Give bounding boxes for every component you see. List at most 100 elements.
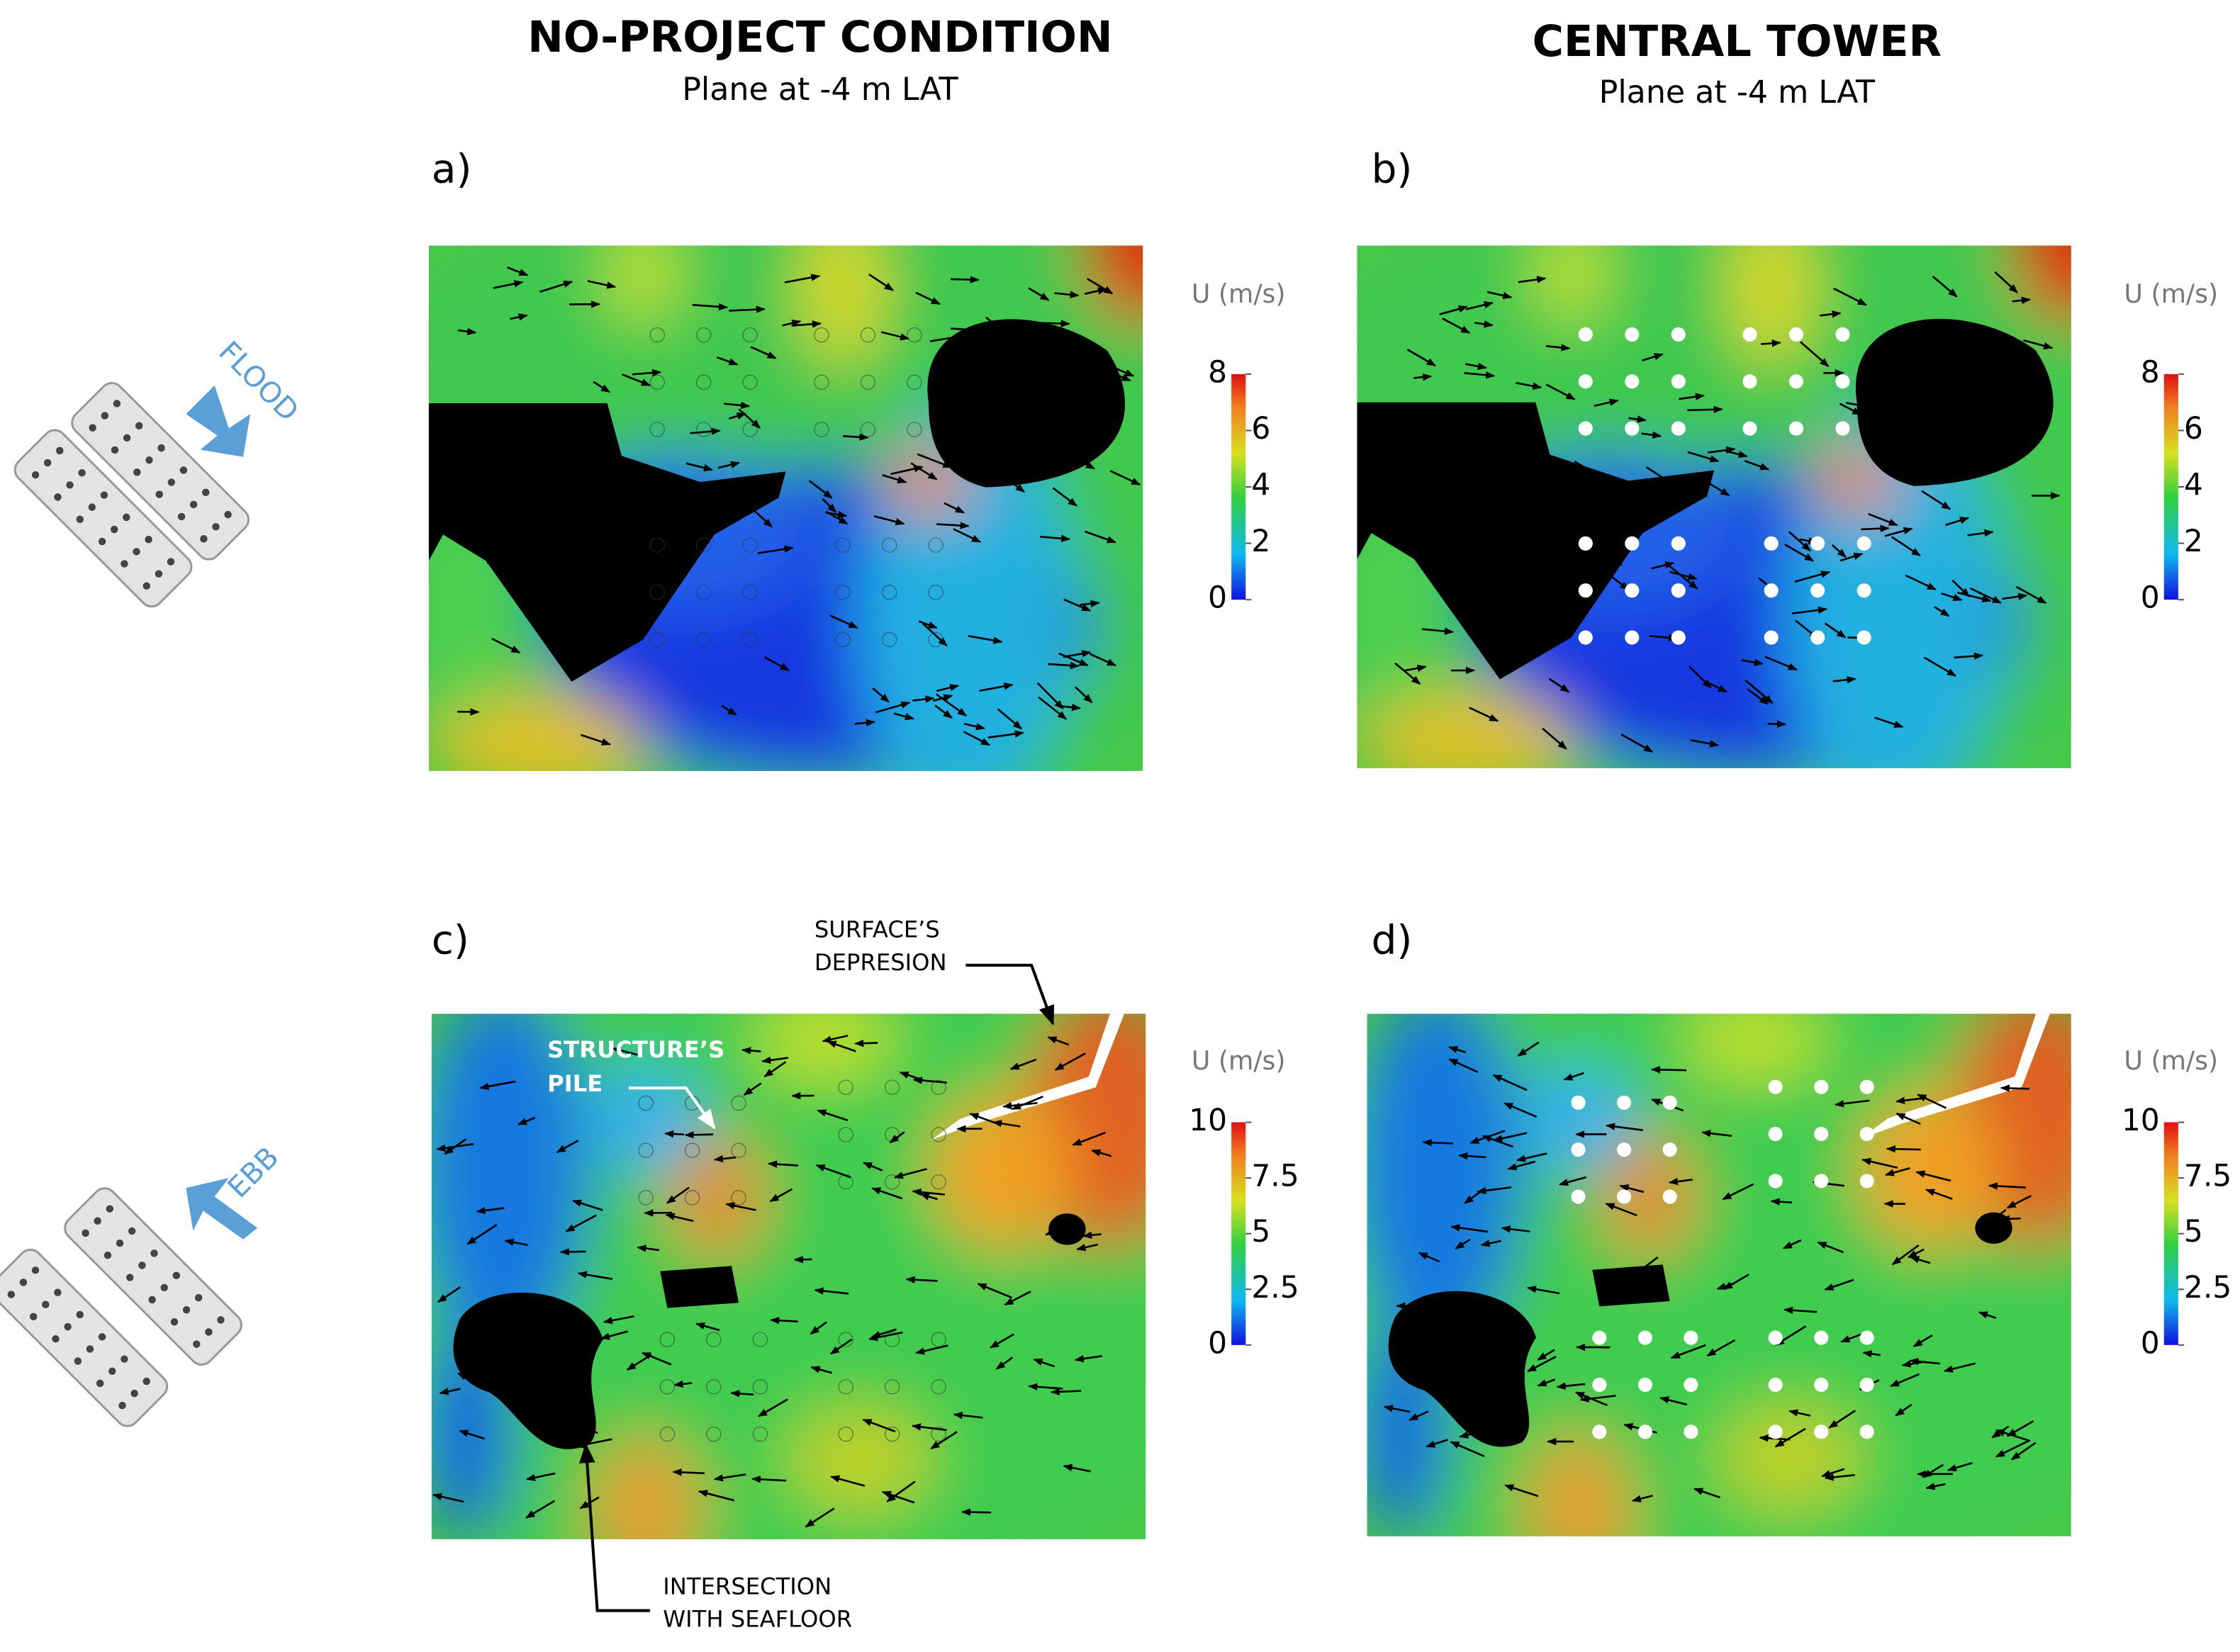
island	[1357, 402, 1715, 680]
flow-arrow	[1840, 1332, 1863, 1343]
pile	[1857, 630, 1871, 645]
velocity-region	[931, 1092, 1075, 1251]
column-title: CENTRAL TOWER	[1533, 17, 1942, 67]
flow-arrow	[1409, 1410, 1429, 1421]
tide-indicator: EBB	[0, 1140, 285, 1427]
flow-arrow	[1537, 1378, 1556, 1387]
flow-arrow	[912, 1077, 947, 1084]
platform-dot	[7, 1291, 16, 1298]
flow-arrow	[1426, 1327, 1445, 1335]
flow-arrow	[1983, 1208, 2007, 1227]
pile	[1671, 583, 1686, 598]
platform-dot	[43, 459, 52, 467]
pile	[1764, 583, 1779, 598]
pile	[1859, 1079, 1874, 1094]
platform-dot	[167, 558, 175, 566]
pile	[1859, 1126, 1874, 1142]
platform-dot	[66, 481, 74, 489]
flow-arrow	[1574, 1391, 1608, 1407]
structure-icon	[71, 381, 250, 561]
platform-dot	[205, 1328, 213, 1336]
pile	[1592, 1425, 1607, 1439]
flow-arrow	[993, 382, 1026, 390]
annotation: STRUCTURE’S	[547, 1036, 724, 1063]
platform-dot	[148, 1296, 156, 1304]
flow-arrow	[985, 316, 1008, 336]
pile	[814, 374, 829, 390]
flow-arrow	[1486, 291, 1513, 300]
platform-dot	[98, 1333, 106, 1341]
pile	[1671, 421, 1686, 436]
pile	[1637, 1377, 1652, 1393]
flow-arrow	[1490, 431, 1515, 444]
flow-arrow	[2012, 296, 2032, 305]
pile	[860, 327, 876, 343]
flow-arrow	[1642, 353, 1664, 361]
flow-arrow	[889, 1131, 905, 1144]
flow-arrow	[507, 266, 529, 276]
flow-arrow	[1917, 1094, 1947, 1109]
flow-arrow	[491, 637, 521, 654]
pile	[838, 1332, 853, 1347]
flow-arrow	[880, 331, 910, 341]
flow-arrow	[1084, 530, 1116, 544]
pile	[696, 537, 712, 553]
flow-arrow	[957, 392, 980, 401]
flow-arrow	[963, 723, 986, 731]
flow-arrow	[1048, 661, 1080, 670]
pile	[1662, 1142, 1677, 1157]
pile	[1742, 327, 1757, 342]
velocity-region	[1522, 1432, 1635, 1536]
pile	[814, 422, 829, 437]
flow-arrow	[1493, 1132, 1528, 1142]
pile	[1764, 630, 1779, 645]
flow-arrow	[936, 684, 960, 692]
pile	[731, 1142, 746, 1158]
flow-arrow	[1788, 531, 1811, 551]
flow-arrow	[1028, 287, 1050, 301]
flow-arrow	[1559, 1176, 1586, 1186]
pile	[1814, 1330, 1829, 1345]
pile	[931, 1079, 946, 1095]
flow-arrow	[934, 704, 953, 719]
flow-arrow	[487, 558, 517, 566]
flow-arrow	[1913, 1334, 1933, 1347]
tide-label: EBB	[221, 1140, 285, 1204]
flow-arrow	[886, 1480, 916, 1502]
flow-arrow	[1406, 349, 1436, 367]
flow-arrow	[995, 1356, 1013, 1370]
platform-dot	[118, 1401, 126, 1410]
platform-dot	[54, 493, 62, 501]
flow-arrow	[868, 273, 894, 291]
flow-arrow	[542, 598, 559, 612]
flow-arrow	[1082, 1231, 1102, 1240]
pile	[1625, 374, 1640, 389]
flow-arrow	[1954, 652, 1984, 660]
pile	[731, 1190, 746, 1206]
flow-arrow	[870, 1328, 897, 1338]
pile	[1859, 1330, 1874, 1345]
flow-arrow	[1941, 592, 1963, 601]
pile	[1857, 536, 1871, 551]
flow-arrow	[1722, 1183, 1754, 1201]
flow-arrow	[637, 1244, 660, 1252]
flow-arrow	[1051, 1388, 1082, 1396]
flow-arrow	[572, 1199, 603, 1211]
colorbar-tick-label: 5	[1251, 1214, 1270, 1249]
flow-arrow	[729, 305, 766, 313]
flow-arrow	[1641, 431, 1662, 439]
platform-dot	[19, 1279, 28, 1286]
flow-arrow	[1063, 598, 1092, 612]
pile	[696, 422, 712, 437]
surface-depression	[931, 1013, 1125, 1140]
flow-arrow	[919, 1193, 938, 1201]
flow-arrow	[1603, 571, 1630, 590]
flow-arrow	[550, 422, 573, 429]
pile	[638, 1190, 654, 1206]
pile	[696, 374, 712, 390]
flow-arrow	[622, 373, 651, 386]
flow-arrow	[1040, 534, 1071, 542]
flow-arrow	[525, 1472, 556, 1482]
flow-field	[428, 245, 1143, 771]
velocity-region	[1085, 245, 1143, 325]
